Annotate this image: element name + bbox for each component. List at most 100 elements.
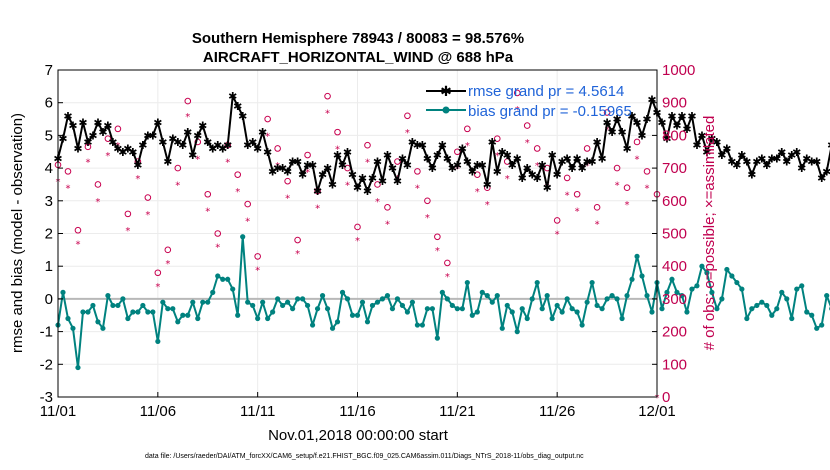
bias-point (419, 322, 425, 328)
rmse-point: ✱ (777, 146, 786, 159)
rmse-line (57, 95, 830, 192)
obs-assimilated-point: * (265, 131, 270, 142)
rmse-point: ✱ (368, 172, 377, 185)
bias-point (180, 312, 186, 318)
bias-point (754, 302, 760, 309)
rmse-point: ✱ (807, 156, 816, 169)
bias-point (185, 312, 191, 318)
obs-assimilated-point: * (245, 216, 250, 227)
obs-possible-point (294, 236, 301, 244)
rmse-point: ✱ (797, 162, 806, 175)
obs-assimilated-point: * (105, 151, 110, 162)
bias-point (334, 319, 341, 325)
obs-possible-point (204, 190, 212, 198)
obs-possible-point (364, 141, 371, 149)
right-tick-label: 1000 (662, 62, 695, 79)
obs-assimilated-point: * (125, 226, 130, 237)
rmse-point: ✱ (418, 139, 427, 152)
obs-possible-point (384, 204, 391, 211)
left-axis-ticks: -3 -2 -1 0 1 2 3 4 5 6 7 (40, 62, 63, 406)
bias-point (764, 302, 770, 309)
rmse-point: ✱ (727, 156, 736, 169)
bias-point (574, 309, 580, 315)
obs-assimilated-point: * (325, 109, 330, 120)
rmse-point: ✱ (393, 175, 402, 188)
bias-point (469, 312, 475, 318)
rmse-point: ✱ (318, 169, 327, 182)
bias-point (724, 266, 730, 273)
rmse-point: ✱ (423, 152, 432, 165)
right-tick-label: 200 (662, 324, 687, 341)
rmse-point: ✱ (607, 126, 616, 139)
left-tick-label: -1 (40, 324, 53, 341)
obs-possible-point (434, 233, 441, 241)
bias-point (250, 302, 256, 309)
rmse-point: ✱ (83, 136, 92, 149)
obs-possible-point (144, 194, 152, 201)
rmse-point: ✱ (453, 159, 462, 172)
rmse-point: ✱ (478, 159, 487, 172)
rmse-point: ✱ (288, 156, 297, 169)
obs-possible-point (553, 217, 561, 224)
bias-point (210, 289, 216, 295)
bias-point (464, 279, 470, 286)
left-tick-label: -3 (40, 389, 53, 406)
bias-point (235, 312, 241, 318)
bias-point (459, 306, 465, 312)
chart-subtitle: AIRCRAFT_HORIZONTAL_WIND @ 688 hPa (203, 49, 514, 66)
bias-point (354, 312, 361, 318)
bias-point (694, 283, 700, 289)
rmse-point: ✱ (473, 159, 482, 172)
x-tick-label: 11/26 (539, 403, 575, 420)
bias-point (494, 293, 500, 299)
obs-possible-point (623, 184, 631, 192)
chart-title: Southern Hemisphere 78943 / 80083 = 98.5… (192, 30, 524, 47)
rmse-point: ✱ (622, 142, 631, 155)
obs-possible-point (394, 158, 401, 165)
obs-possible-point (234, 171, 241, 178)
bias-point (759, 299, 765, 305)
bias-point (499, 325, 505, 331)
bias-point (220, 276, 226, 282)
bias-point (519, 306, 525, 312)
rmse-point: ✱ (118, 146, 127, 159)
obs-assimilated-point: * (135, 174, 140, 185)
bias-point (749, 306, 755, 312)
bias-point (170, 306, 176, 312)
rmse-point: ✱ (323, 162, 332, 175)
rmse-point: ✱ (313, 185, 322, 198)
legend-rmse-marker: ✱ (440, 84, 452, 100)
bias-point (639, 273, 645, 279)
rmse-point: ✱ (298, 169, 307, 182)
rmse-series: ✱✱✱✱✱✱✱✱✱✱✱✱✱✱✱✱✱✱✱✱✱✱✱✱✱✱✱✱✱✱✱✱✱✱✱✱✱✱✱✱… (53, 90, 830, 198)
rmse-point: ✱ (702, 146, 711, 159)
obs-assimilated-point: * (155, 282, 160, 293)
bias-point (299, 296, 306, 302)
rmse-point: ✱ (93, 116, 102, 129)
obs-assimilated-point: * (405, 128, 410, 139)
bias-point (544, 293, 550, 299)
rmse-point: ✱ (68, 120, 77, 133)
rmse-point: ✱ (128, 146, 137, 159)
rmse-point: ✱ (597, 152, 606, 165)
bias-point (65, 315, 71, 322)
obs-possible-point (603, 109, 611, 116)
bias-point (90, 302, 96, 309)
right-tick-label: 400 (662, 258, 687, 275)
bias-point (120, 296, 126, 302)
rmse-point: ✱ (443, 152, 452, 165)
rmse-point: ✱ (258, 126, 267, 139)
rmse-point: ✱ (308, 159, 317, 172)
rmse-point: ✱ (717, 149, 726, 162)
obs-possible-markers (54, 89, 661, 277)
obs-possible-point (374, 181, 381, 188)
rmse-point: ✱ (592, 136, 601, 149)
rmse-point: ✱ (538, 159, 547, 172)
obs-assimilated-point: * (275, 161, 280, 172)
rmse-point: ✱ (573, 152, 582, 165)
bias-point (105, 293, 111, 299)
bias-point (509, 309, 515, 315)
rmse-point: ✱ (523, 162, 532, 175)
bias-point (75, 364, 81, 371)
